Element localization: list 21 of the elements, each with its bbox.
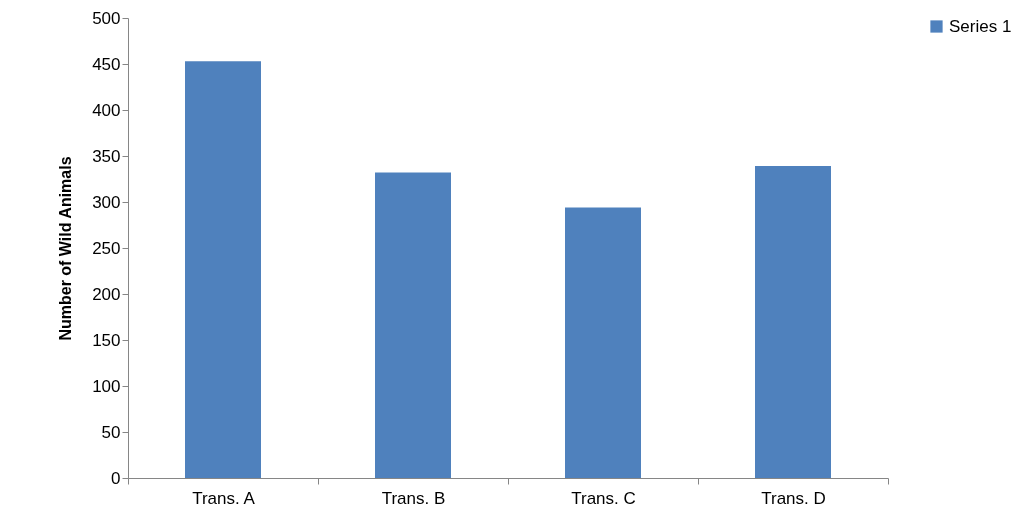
- bar: [375, 172, 451, 478]
- y-tick-label: 150: [92, 330, 121, 350]
- y-tick-label: 500: [92, 8, 121, 28]
- y-tick-label: 200: [92, 284, 121, 304]
- y-tick-label: 0: [111, 468, 121, 488]
- x-tick-label: Trans. D: [761, 488, 826, 508]
- x-tick-label: Trans. B: [381, 488, 446, 508]
- y-tick-label: 250: [92, 238, 121, 258]
- bar: [565, 207, 641, 478]
- y-tick-label: 50: [101, 422, 121, 442]
- y-tick-label: 100: [92, 376, 121, 396]
- y-tick-label: 300: [92, 192, 121, 212]
- y-tick-label: 400: [92, 100, 121, 120]
- y-axis-title: Number of Wild Animals: [57, 156, 75, 341]
- y-tick-label: 450: [92, 54, 121, 74]
- x-tick-label: Trans. A: [192, 488, 256, 508]
- bar: [755, 166, 831, 478]
- legend-label: Series 1: [949, 16, 1012, 36]
- x-tick-label: Trans. C: [571, 488, 636, 508]
- y-tick-label: 350: [92, 146, 121, 166]
- bar: [185, 61, 261, 478]
